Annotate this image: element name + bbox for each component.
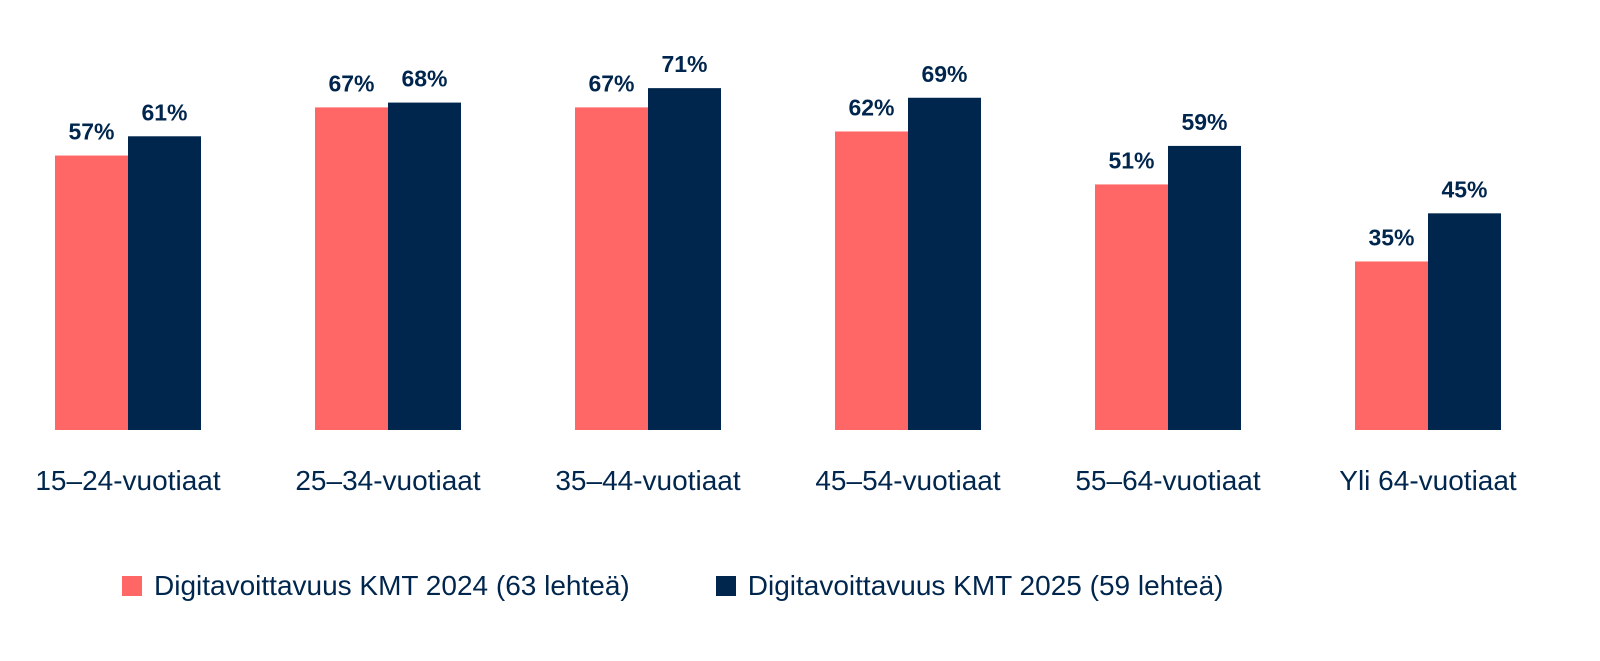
bar-2024-5 [1355,261,1428,430]
bar-2025-5 [1428,213,1501,430]
data-label-2024-3: 62% [848,94,894,120]
data-label-2024-0: 57% [68,119,114,145]
data-label-2025-2: 71% [661,51,707,77]
category-label-2: 35–44-vuotiaat [555,465,740,496]
legend-swatch-2025 [715,576,736,596]
legend-item-2024: Digitavoittavuus KMT 2024 (63 lehteä) [122,570,630,602]
legend-label-2024: Digitavoittavuus KMT 2024 (63 lehteä) [154,570,630,601]
legend-swatch-2024 [122,576,142,596]
data-label-2024-5: 35% [1368,224,1414,250]
legend-label-2025: Digitavoittavuus KMT 2025 (59 lehteä) [747,570,1224,601]
bar-2025-0 [128,136,201,430]
bar-2024-0 [55,155,128,431]
data-label-2024-2: 67% [588,70,634,96]
data-label-2025-4: 59% [1181,109,1227,135]
bar-2025-1 [388,102,461,430]
legend: Digitavoittavuus KMT 2024 (63 lehteä) Di… [122,570,1310,602]
bar-2024-3 [835,131,908,430]
data-label-2024-1: 67% [328,70,374,96]
category-label-0: 15–24-vuotiaat [35,465,220,496]
legend-item-2025: Digitavoittavuus KMT 2025 (59 lehteä) [715,570,1224,602]
category-label-5: Yli 64-vuotiaat [1339,465,1517,496]
data-label-2025-3: 69% [921,61,967,87]
category-label-1: 25–34-vuotiaat [295,465,480,496]
category-label-3: 45–54-vuotiaat [815,465,1000,496]
bar-chart: 57% 61% 15–24-vuotiaat 67% 68% 25–34-vuotiaat… [35,51,1517,496]
bar-2024-2 [575,107,648,431]
bar-2024-4 [1095,184,1168,430]
data-label-2025-0: 61% [141,99,187,125]
data-label-2025-1: 68% [401,66,447,92]
bar-2025-4 [1168,145,1241,431]
data-label-2024-4: 51% [1108,147,1154,173]
bar-2025-3 [908,97,981,430]
data-label-2025-5: 45% [1441,176,1487,202]
bar-2025-2 [648,88,721,430]
bar-2024-1 [315,107,388,431]
category-label-4: 55–64-vuotiaat [1075,465,1260,496]
